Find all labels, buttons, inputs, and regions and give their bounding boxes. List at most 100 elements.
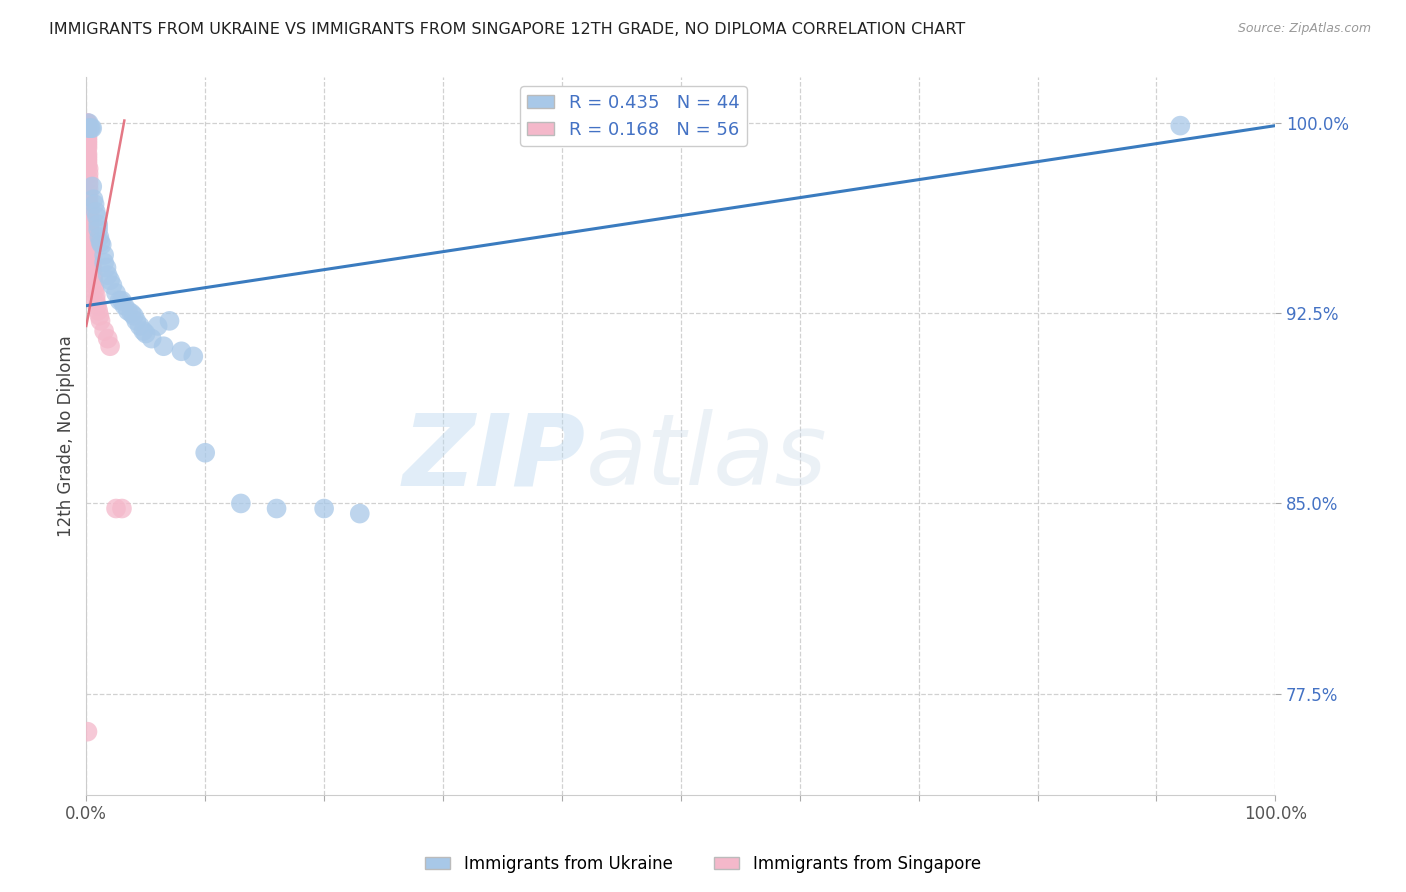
Point xyxy=(121,306,143,320)
Point xyxy=(76,116,98,130)
Point xyxy=(132,324,155,338)
Point xyxy=(77,167,100,181)
Point xyxy=(82,258,104,272)
Point xyxy=(82,121,104,136)
Point xyxy=(152,339,174,353)
Point xyxy=(84,204,107,219)
Point xyxy=(101,278,124,293)
Point xyxy=(86,299,108,313)
Point xyxy=(229,496,252,510)
Point xyxy=(83,284,105,298)
Point xyxy=(79,202,101,217)
Point xyxy=(76,124,98,138)
Point xyxy=(266,501,288,516)
Point xyxy=(96,260,118,275)
Point xyxy=(84,293,107,308)
Point xyxy=(76,724,98,739)
Point xyxy=(77,121,100,136)
Point xyxy=(90,237,112,252)
Point xyxy=(98,273,121,287)
Point xyxy=(117,303,139,318)
Point xyxy=(84,288,107,302)
Point xyxy=(90,314,112,328)
Point xyxy=(77,182,100,196)
Point xyxy=(79,227,101,242)
Point xyxy=(111,501,134,516)
Point xyxy=(76,121,98,136)
Point xyxy=(79,121,101,136)
Point xyxy=(98,339,121,353)
Point xyxy=(105,501,128,516)
Point xyxy=(349,507,371,521)
Point xyxy=(79,218,101,232)
Point xyxy=(80,248,103,262)
Point xyxy=(77,161,100,176)
Point xyxy=(83,197,105,211)
Point xyxy=(128,318,150,333)
Point xyxy=(135,326,157,341)
Point xyxy=(76,152,98,166)
Point xyxy=(79,222,101,236)
Point xyxy=(76,146,98,161)
Point xyxy=(108,293,131,308)
Point xyxy=(76,159,98,173)
Point xyxy=(83,278,105,293)
Point xyxy=(93,324,115,338)
Point xyxy=(146,318,169,333)
Point xyxy=(86,210,108,224)
Point xyxy=(80,243,103,257)
Point xyxy=(80,237,103,252)
Point xyxy=(105,285,128,300)
Point xyxy=(77,172,100,186)
Point xyxy=(76,119,98,133)
Point xyxy=(76,128,98,143)
Point xyxy=(82,263,104,277)
Y-axis label: 12th Grade, No Diploma: 12th Grade, No Diploma xyxy=(58,335,75,537)
Point xyxy=(181,350,204,364)
Point xyxy=(77,197,100,211)
Text: atlas: atlas xyxy=(586,409,827,507)
Point xyxy=(87,222,110,236)
Legend: Immigrants from Ukraine, Immigrants from Singapore: Immigrants from Ukraine, Immigrants from… xyxy=(419,848,987,880)
Point xyxy=(77,116,100,130)
Text: ZIP: ZIP xyxy=(402,409,586,507)
Point xyxy=(76,119,98,133)
Point xyxy=(89,230,111,244)
Point xyxy=(76,131,98,145)
Point xyxy=(79,207,101,221)
Point xyxy=(80,121,103,136)
Point xyxy=(82,268,104,283)
Point xyxy=(170,344,193,359)
Point xyxy=(76,126,98,140)
Point xyxy=(82,252,104,267)
Point xyxy=(93,248,115,262)
Point xyxy=(125,314,148,328)
Point xyxy=(76,156,98,170)
Legend: R = 0.435   N = 44, R = 0.168   N = 56: R = 0.435 N = 44, R = 0.168 N = 56 xyxy=(520,87,747,146)
Point xyxy=(82,273,104,287)
Point xyxy=(314,501,336,516)
Point xyxy=(97,268,120,283)
Point xyxy=(111,293,134,308)
Point xyxy=(76,134,98,148)
Point xyxy=(194,446,217,460)
Point xyxy=(77,177,100,191)
Point xyxy=(122,309,145,323)
Point xyxy=(90,235,112,250)
Point xyxy=(76,154,98,169)
Point xyxy=(82,179,104,194)
Point xyxy=(76,149,98,163)
Point xyxy=(159,314,181,328)
Point xyxy=(93,255,115,269)
Point xyxy=(80,233,103,247)
Point xyxy=(79,212,101,227)
Point xyxy=(87,303,110,318)
Text: IMMIGRANTS FROM UKRAINE VS IMMIGRANTS FROM SINGAPORE 12TH GRADE, NO DIPLOMA CORR: IMMIGRANTS FROM UKRAINE VS IMMIGRANTS FR… xyxy=(49,22,966,37)
Point xyxy=(77,187,100,202)
Text: Source: ZipAtlas.com: Source: ZipAtlas.com xyxy=(1237,22,1371,36)
Point xyxy=(141,332,163,346)
Point xyxy=(76,136,98,151)
Point xyxy=(76,139,98,153)
Point xyxy=(87,218,110,232)
Point xyxy=(89,309,111,323)
